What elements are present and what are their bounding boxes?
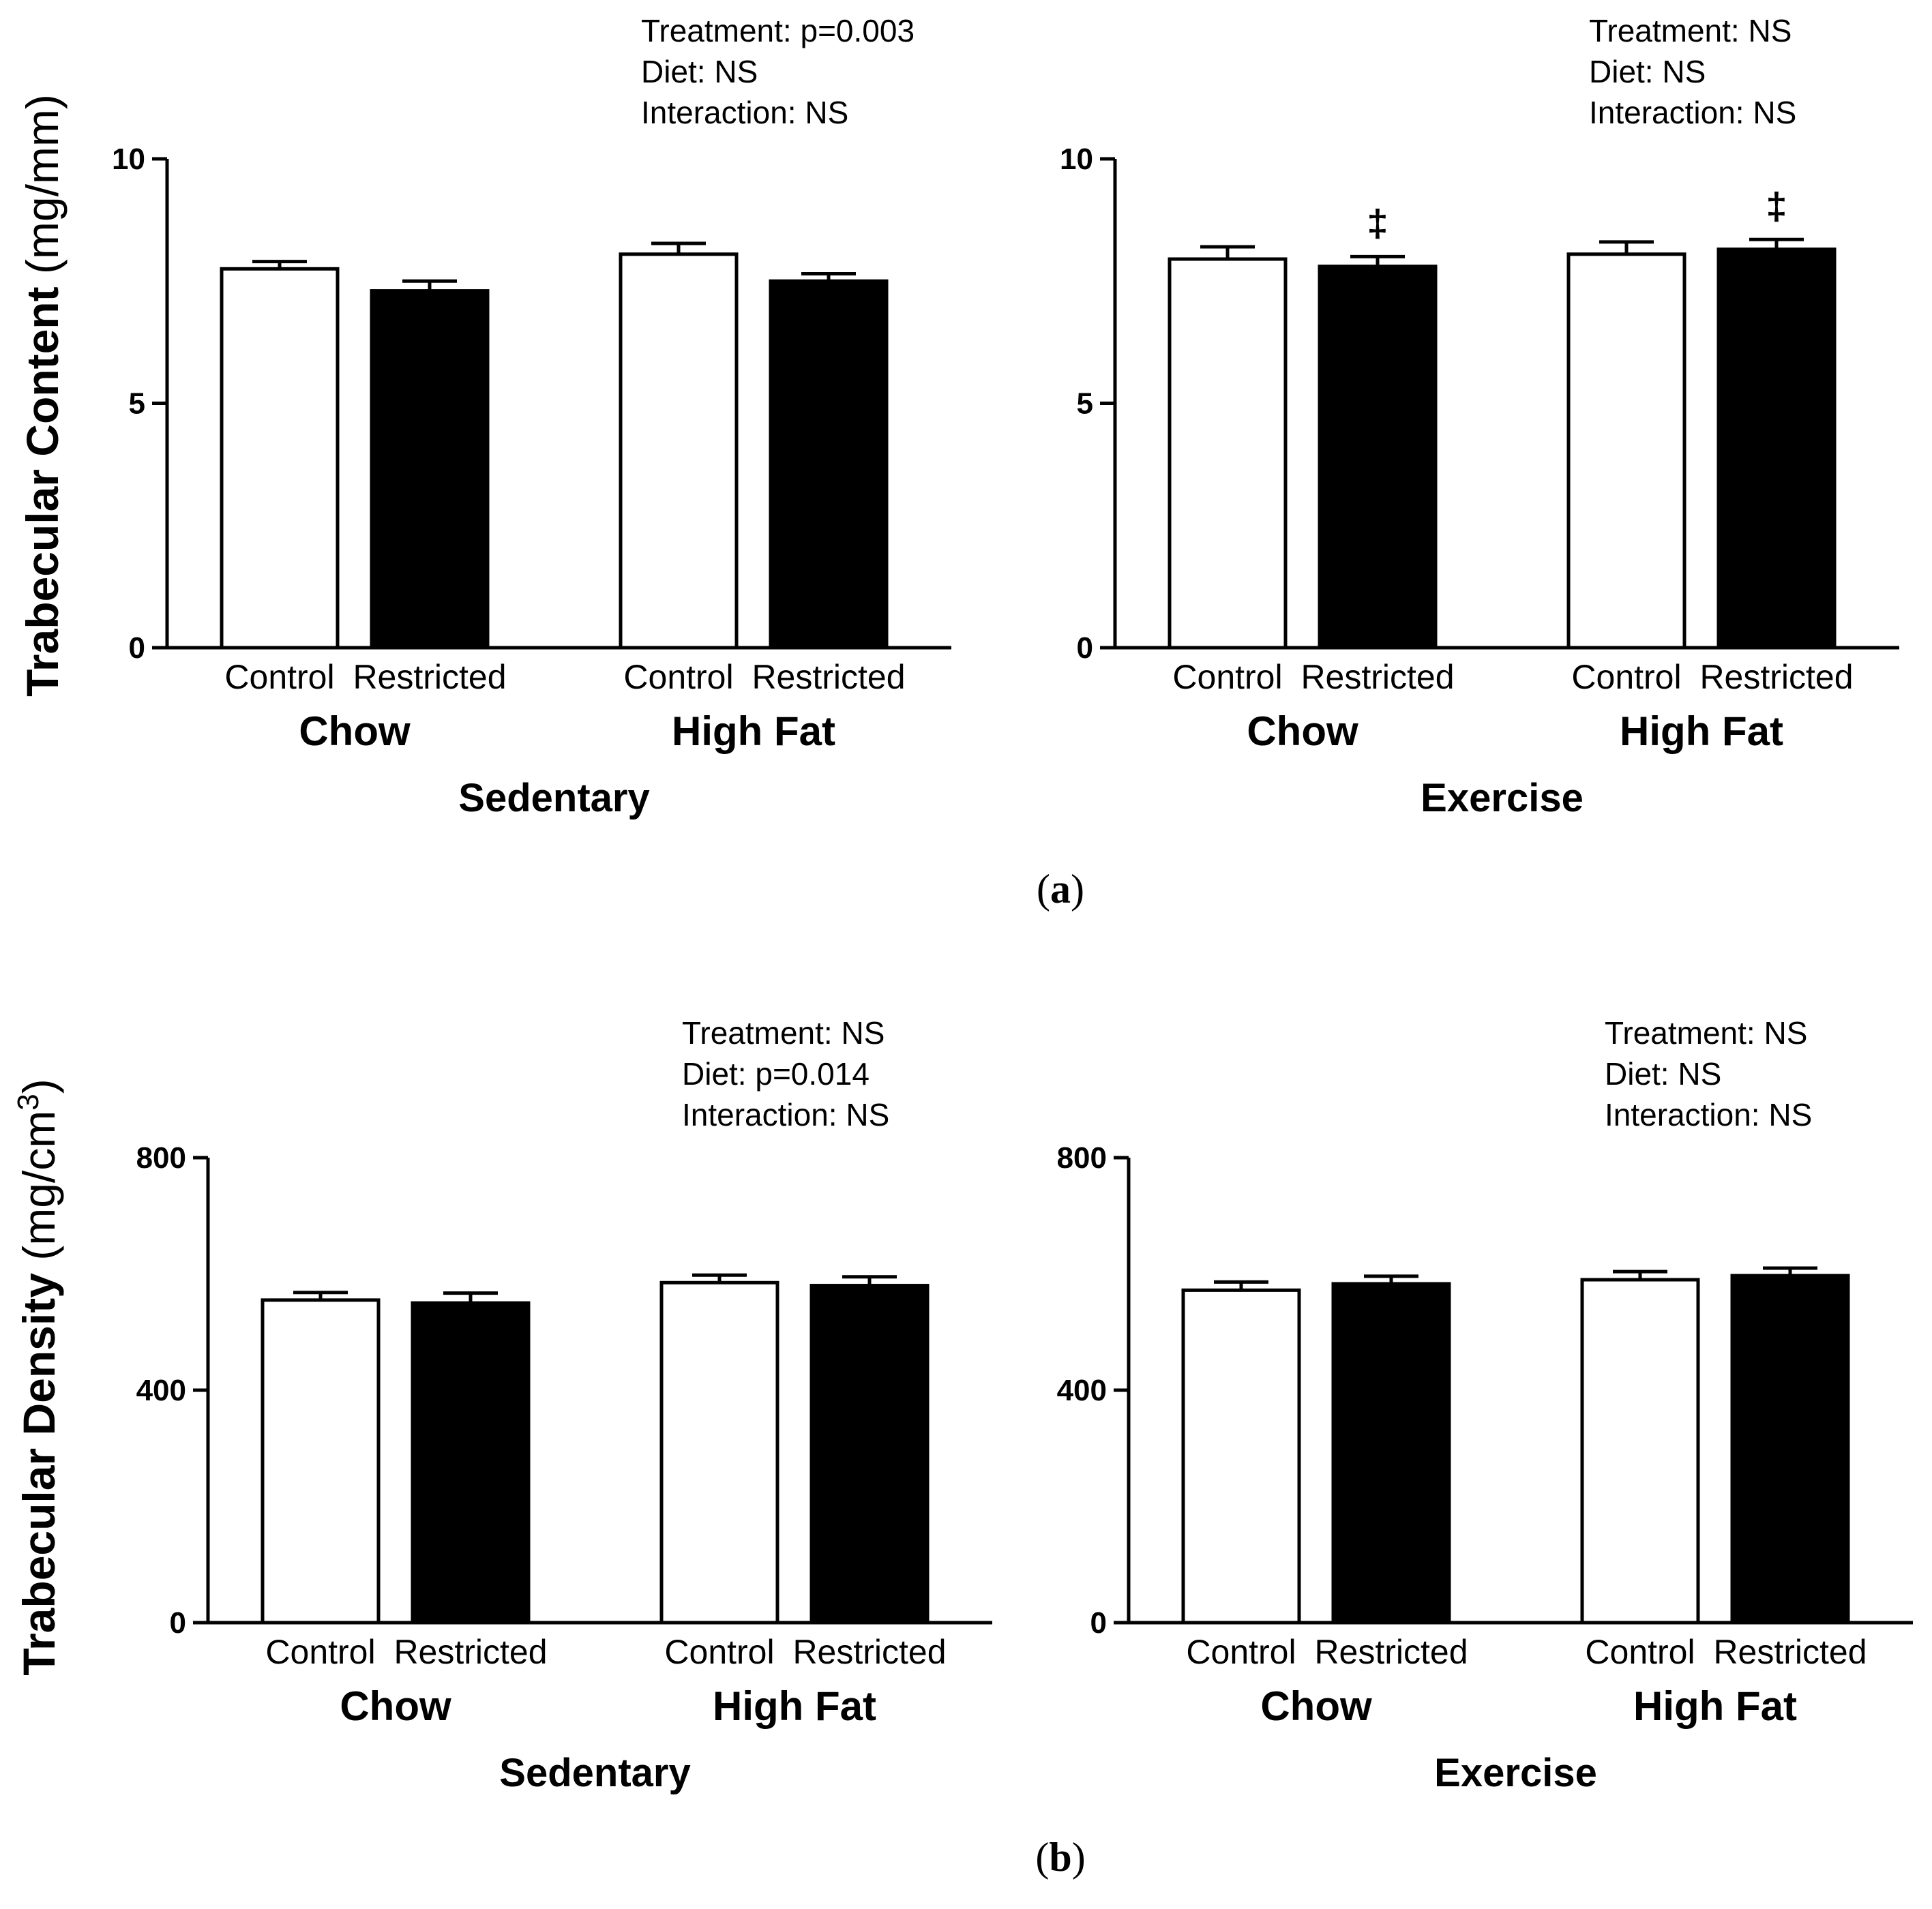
panel-a-y-axis-title-unit: (mg/mm) (17, 94, 68, 274)
panel-a-sedentary-y-tick-label: 0 (129, 631, 145, 665)
panel-a-exercise-significance-marker: ‡ (1367, 201, 1388, 244)
panel-b-y-axis-title-unit-superscript: 3 (12, 1094, 45, 1110)
panel-b-exercise-bar-high-fat-restricted (1730, 1274, 1850, 1625)
panel-b-sedentary-group-label: High Fat (713, 1683, 876, 1729)
panel-a-exercise-significance-marker: ‡ (1766, 184, 1787, 227)
panel-a-sedentary-category-label: Control (623, 658, 733, 696)
panel-b-sedentary-group-label: Chow (340, 1683, 451, 1729)
panel-b-sedentary-y-tick-label: 0 (170, 1606, 186, 1640)
panel-b-exercise-stats-line: Treatment: NS (1605, 1015, 1807, 1051)
panel-b-exercise-bar-chow-control (1181, 1288, 1301, 1625)
panel-label-a: (a) (1037, 867, 1084, 912)
panel-b-exercise-group-label: High Fat (1633, 1683, 1797, 1729)
panel-b-sedentary-stats-line: Interaction: NS (682, 1097, 889, 1132)
panel-b-sedentary-category-label: Restricted (792, 1633, 946, 1671)
panel-b-sedentary-bar-chow-restricted (411, 1301, 531, 1625)
panel-b-sedentary-bar-high-fat-restricted (809, 1284, 930, 1625)
panel-a-exercise-bar-high-fat-restricted (1716, 247, 1837, 650)
panel-b-exercise-category-label: Control (1585, 1633, 1695, 1671)
panel-a-sedentary-stats-line: Interaction: NS (641, 95, 848, 130)
panel-a-sedentary-y-tick-label: 10 (112, 142, 145, 176)
panel-a-exercise-stats-line: Treatment: NS (1589, 13, 1792, 48)
panel-b-exercise-bar-high-fat-control (1580, 1278, 1700, 1625)
panel-b-sedentary-category-label: Control (664, 1633, 774, 1671)
panel-a-y-axis-title-main: Trabecular Content (17, 274, 68, 697)
panel-b-exercise-bar-chow-restricted (1331, 1282, 1451, 1625)
panel-a-exercise-stats-line: Diet: NS (1589, 54, 1706, 89)
panel-b-exercise-x-axis-title: Exercise (1434, 1751, 1597, 1795)
panel-a-exercise-group-label: Chow (1247, 708, 1358, 754)
panel-a-sedentary-bar-chow-control (220, 267, 340, 650)
panel-a-sedentary-group-label: Chow (299, 708, 411, 754)
panel-b-exercise-y-tick-label: 0 (1090, 1606, 1107, 1640)
panel-a-sedentary-x-axis-title: Sedentary (458, 776, 649, 820)
panel-a-sedentary-group-label: High Fat (672, 708, 835, 754)
panel-a-exercise-group-label: High Fat (1620, 708, 1783, 754)
panel-b-sedentary-category-label: Restricted (393, 1633, 547, 1671)
panel-b-sedentary-stats-line: Treatment: NS (682, 1015, 885, 1051)
panel-a-sedentary-stats-line: Treatment: p=0.003 (641, 13, 915, 48)
panel-b-sedentary-y-tick-label: 400 (136, 1374, 186, 1407)
panel-a-sedentary-category-label: Restricted (752, 658, 905, 696)
panel-a-sedentary-bar-high-fat-restricted (769, 279, 889, 650)
panel-a-y-axis-title: Trabecular Content (mg/mm) (17, 94, 68, 697)
panel-b-exercise-y-tick-label: 400 (1057, 1374, 1107, 1407)
panel-a-exercise-y-tick-label: 5 (1077, 387, 1093, 421)
panel-a-exercise-bar-chow-restricted (1318, 265, 1438, 650)
panel-b-exercise-category-label: Restricted (1314, 1633, 1468, 1671)
panel-a-sedentary-stats-line: Diet: NS (641, 54, 758, 89)
panel-b-y-axis-title-unit-close: ) (14, 1079, 64, 1094)
panel-b-exercise-stats-line: Diet: NS (1605, 1056, 1721, 1092)
panel-a-exercise-y-tick-label: 0 (1077, 631, 1093, 665)
panel-a-sedentary-bar-high-fat-control (619, 252, 739, 650)
panel-a-exercise-category-label: Control (1172, 658, 1282, 696)
panel-b-sedentary-x-axis-title: Sedentary (499, 1751, 690, 1795)
panel-b-exercise-y-tick-label: 800 (1057, 1141, 1107, 1175)
panel-b-exercise-category-label: Restricted (1713, 1633, 1867, 1671)
panel-a-exercise-bar-high-fat-control (1566, 252, 1686, 650)
panel-a-exercise-category-label: Restricted (1699, 658, 1853, 696)
panel-b-sedentary-bar-high-fat-control (659, 1280, 779, 1625)
panel-b-sedentary-category-label: Control (265, 1633, 375, 1671)
panel-a-sedentary-bar-chow-restricted (370, 289, 490, 650)
panel-b-exercise-category-label: Control (1186, 1633, 1296, 1671)
panel-a-exercise-stats-line: Interaction: NS (1589, 95, 1796, 130)
panel-b-exercise-stats-line: Interaction: NS (1605, 1097, 1812, 1132)
panel-b-sedentary-stats-line: Diet: p=0.014 (682, 1056, 870, 1092)
panel-a-exercise-category-label: Control (1571, 658, 1681, 696)
panel-a-sedentary-category-label: Control (224, 658, 334, 696)
panel-a-exercise-y-tick-label: 10 (1060, 142, 1093, 176)
panel-b-exercise-group-label: Chow (1260, 1683, 1372, 1729)
panel-label-b: (b) (1035, 1835, 1086, 1880)
panel-a-sedentary-category-label: Restricted (353, 658, 506, 696)
panel-a-exercise-bar-chow-control (1168, 257, 1288, 650)
panel-b-y-axis-title: Trabecular Density (mg/cm3) (12, 1079, 65, 1675)
panel-b-sedentary-y-tick-label: 800 (136, 1141, 186, 1175)
panel-b-y-axis-title-main: Trabecular Density (14, 1261, 64, 1676)
panel-a-sedentary-y-tick-label: 5 (129, 387, 145, 421)
panel-a-exercise-category-label: Restricted (1301, 658, 1454, 696)
panel-b-sedentary-bar-chow-control (261, 1298, 381, 1625)
panel-a-exercise-x-axis-title: Exercise (1421, 776, 1584, 820)
panel-b-y-axis-title-unit: (mg/cm (14, 1111, 64, 1261)
